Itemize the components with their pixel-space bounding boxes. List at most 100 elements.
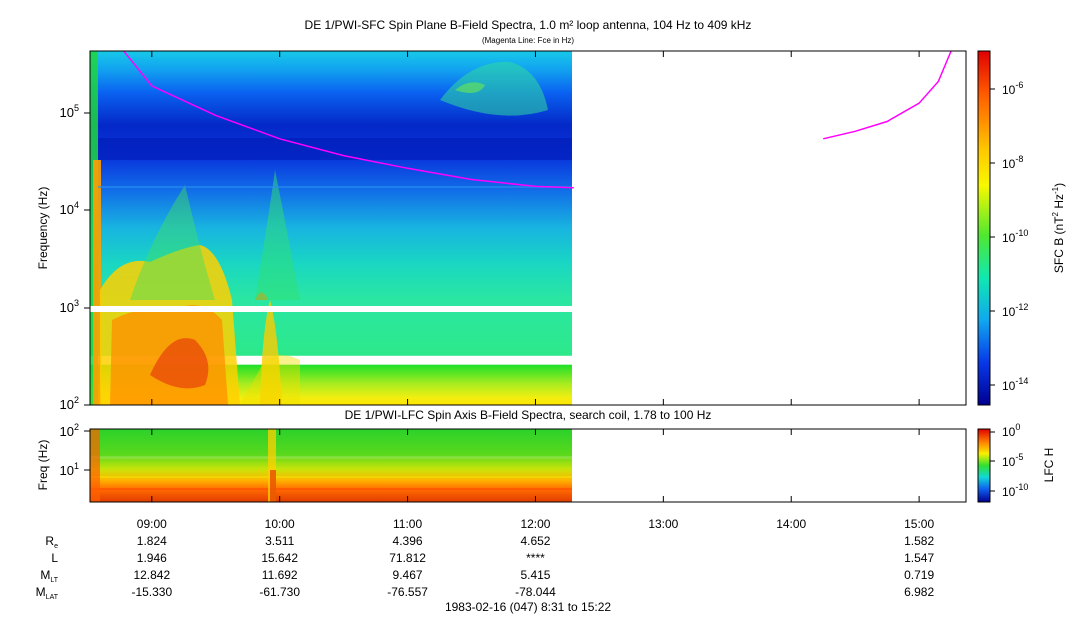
fce-line [823, 50, 952, 140]
lower-panel-title: DE 1/PWI-LFC Spin Axis B-Field Spectra, … [345, 408, 712, 422]
lower-colorbar-tick-label: 100 [1002, 422, 1020, 439]
fce-line [123, 50, 574, 189]
lower-spectrogram-features [90, 429, 572, 502]
upper-colorbar-label: SFC B (nT2 Hz-1) [1051, 183, 1066, 273]
upper-panel-frame [89, 50, 967, 406]
ephemeris-value: -15.330 [131, 585, 172, 599]
upper-dark-band [98, 138, 572, 160]
time-axis: 09:00 10:00 11:00 12:00 13:00 14:00 15:00 [137, 51, 934, 531]
lower-colorbar-label: LFC H [1042, 448, 1056, 483]
ephemeris-table: Re 1.824 3.511 4.396 4.652 1.582 L 1.946 15.642 7… [36, 534, 935, 601]
upper-colorbar-tick-label: 10-12 [1002, 302, 1028, 319]
upper-y-tick-label: 102 [60, 395, 79, 412]
upper-emission-plume [455, 82, 485, 94]
lower-colorbar: 100 10-5 10-10 LFC H [977, 422, 1056, 503]
ephemeris-row-label: MLAT [36, 585, 59, 601]
upper-y-tick: 104 [60, 200, 90, 217]
lower-y-axis: 102 101 Freq (Hz) [36, 422, 90, 490]
time-tick-label: 15:00 [904, 517, 934, 531]
upper-band-line [98, 186, 572, 188]
lower-burst [268, 429, 276, 502]
ephemeris-value: **** [526, 551, 545, 565]
upper-colorbar: 10-6 10-8 10-10 10-12 10-14 SFC B (nT2 H… [977, 50, 1066, 406]
upper-colorbar-tick-label: 10-6 [1002, 80, 1023, 97]
upper-colorbar-gradient [977, 50, 991, 406]
ephemeris-value: 12.842 [133, 568, 170, 582]
lower-colorbar-gradient [977, 428, 991, 503]
upper-panel-title: DE 1/PWI-SFC Spin Plane B-Field Spectra,… [305, 18, 752, 32]
ephemeris-value: -76.557 [387, 585, 428, 599]
upper-y-tick: 105 [60, 103, 90, 120]
ephemeris-value: 15.642 [261, 551, 298, 565]
upper-data-gap [90, 306, 572, 312]
time-tick-label: 09:00 [137, 517, 167, 531]
upper-colorbar-tick: 10-14 [990, 376, 1028, 393]
time-tick-label: 11:00 [393, 517, 422, 531]
lower-stripe [90, 476, 572, 478]
time-tick-label: 13:00 [648, 517, 678, 531]
ephemeris-value: 71.812 [389, 551, 426, 565]
upper-colorbar-tick: 10-10 [990, 228, 1028, 245]
lower-burst [270, 470, 276, 502]
lower-colorbar-tick-label: 10-10 [1002, 482, 1028, 499]
upper-emission-blob [260, 300, 282, 405]
upper-y-tick-label: 103 [60, 298, 79, 315]
upper-edge-core [93, 160, 101, 405]
ephemeris-value: 0.719 [904, 568, 934, 582]
upper-emission-blob [150, 338, 209, 389]
upper-y-axis: 102 103 104 105 Frequency (Hz) [36, 103, 90, 412]
upper-emission-plume [255, 170, 300, 300]
ephemeris-value: 9.467 [393, 568, 423, 582]
upper-colorbar-tick: 10-12 [990, 302, 1028, 319]
upper-colorbar-tick-label: 10-14 [1002, 376, 1028, 393]
footer-date-range: 1983-02-16 (047) 8:31 to 15:22 [445, 600, 611, 614]
lower-colorbar-tick-label: 10-5 [1002, 452, 1023, 469]
lower-y-tick: 101 [60, 461, 90, 478]
ephemeris-value: -78.044 [515, 585, 556, 599]
time-tick-label: 10:00 [265, 517, 295, 531]
time-tick-label: 14:00 [776, 517, 806, 531]
upper-y-tick: 102 [60, 395, 90, 412]
upper-y-tick-label: 104 [60, 200, 79, 217]
lower-spectrogram-field [90, 429, 572, 502]
time-tick-label: 12:00 [520, 517, 550, 531]
upper-emission-blob [240, 355, 300, 405]
upper-colorbar-tick: 10-8 [990, 154, 1023, 171]
ephemeris-value: 1.582 [904, 534, 934, 548]
ephemeris-value: 6.982 [904, 585, 934, 599]
upper-colorbar-tick-label: 10-8 [1002, 154, 1023, 171]
upper-y-label: Frequency (Hz) [36, 187, 50, 270]
lower-edge-band [90, 429, 100, 502]
ephemeris-value: 3.511 [265, 534, 294, 548]
ephemeris-value: 4.652 [520, 534, 550, 548]
upper-y-tick: 103 [60, 298, 90, 315]
lower-stripe [90, 488, 572, 490]
ephemeris-value: 5.415 [520, 568, 550, 582]
lower-spectrogram [89, 428, 967, 503]
lower-panel-frame [89, 428, 967, 503]
upper-colorbar-tick-label: 10-10 [1002, 228, 1028, 245]
lower-y-tick: 102 [60, 422, 90, 439]
ephemeris-value: 11.692 [262, 568, 298, 582]
ephemeris-value: 4.396 [393, 534, 423, 548]
lower-y-tick-label: 102 [60, 422, 79, 439]
ephemeris-value: -61.730 [259, 585, 300, 599]
upper-panel-subtitle: (Magenta Line: Fce in Hz) [482, 36, 574, 45]
lower-colorbar-tick: 10-5 [990, 452, 1023, 469]
lower-colorbar-tick: 100 [990, 422, 1020, 439]
upper-emission-plume [130, 185, 215, 300]
lower-stripe [90, 456, 572, 459]
lower-colorbar-tick: 10-10 [990, 482, 1028, 499]
ephemeris-value: 1.946 [137, 551, 167, 565]
upper-y-tick-label: 105 [60, 103, 79, 120]
upper-colorbar-tick: 10-6 [990, 80, 1023, 97]
ephemeris-value: 1.824 [137, 534, 167, 548]
ephemeris-row-label: L [51, 551, 58, 565]
ephemeris-row-label: Re [45, 534, 58, 550]
lower-y-tick-label: 101 [60, 461, 79, 478]
upper-spectrogram-features [90, 51, 572, 405]
ephemeris-value: 1.547 [904, 551, 934, 565]
lower-y-label: Freq (Hz) [36, 440, 50, 491]
